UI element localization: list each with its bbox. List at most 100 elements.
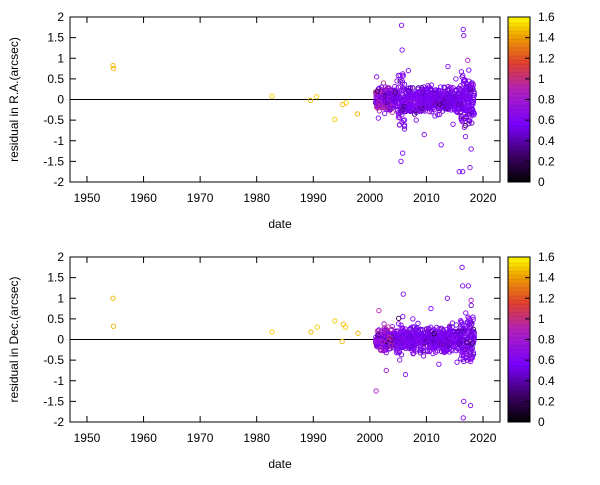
data-point	[429, 336, 436, 342]
data-point	[432, 113, 438, 119]
data-point	[409, 93, 415, 99]
data-point	[438, 91, 445, 97]
data-point	[415, 320, 421, 326]
data-point	[399, 88, 405, 94]
data-point	[374, 74, 380, 80]
data-point	[437, 331, 443, 338]
data-point	[462, 97, 469, 103]
y-axis-label: residual in R.A.(arcsec)	[7, 37, 21, 162]
data-point	[381, 321, 387, 327]
data-point	[423, 327, 429, 333]
data-point	[444, 104, 450, 111]
data-point	[463, 310, 469, 316]
data-point	[461, 32, 467, 39]
data-point	[388, 342, 394, 349]
data-point	[393, 346, 400, 353]
y-tick-label: 1.5	[47, 31, 64, 45]
data-point	[381, 348, 387, 354]
data-point	[465, 283, 471, 289]
data-point	[404, 329, 410, 335]
data-point	[399, 47, 405, 53]
data-point	[459, 344, 465, 350]
data-point	[399, 335, 405, 341]
data-point	[463, 323, 469, 329]
data-point	[406, 338, 413, 344]
data-point	[431, 330, 437, 337]
data-point	[382, 110, 388, 117]
data-point	[402, 97, 408, 103]
x-tick-label: 1980	[243, 191, 270, 205]
data-point	[465, 95, 472, 102]
data-point	[459, 264, 465, 270]
data-point	[375, 340, 381, 346]
data-point	[461, 104, 468, 111]
data-point	[425, 340, 431, 346]
data-point	[355, 330, 361, 336]
y-tick-label: 1	[57, 51, 64, 65]
x-tick-label: 2010	[413, 191, 440, 205]
y-tick-label: -1	[53, 134, 64, 148]
data-point	[385, 324, 391, 330]
data-point	[468, 103, 475, 109]
x-tick-label: 1990	[300, 431, 327, 445]
data-point	[393, 339, 399, 346]
y-tick-label: 1	[57, 291, 64, 305]
data-point	[462, 133, 469, 140]
data-point	[373, 93, 379, 99]
data-point	[397, 110, 403, 116]
data-point	[400, 117, 407, 124]
data-point	[412, 106, 419, 112]
data-point	[450, 121, 456, 127]
data-point	[405, 88, 411, 94]
data-point	[403, 105, 410, 112]
data-point	[458, 95, 464, 101]
data-point	[430, 350, 436, 357]
colorbar-tick-label: 0.2	[538, 154, 555, 168]
data-point	[455, 105, 461, 111]
data-point	[466, 67, 472, 73]
data-point	[394, 78, 400, 84]
data-point	[415, 331, 422, 338]
colorbar-tick-label: 0	[538, 415, 545, 429]
data-point	[434, 101, 441, 108]
y-tick-label: 0	[57, 93, 64, 107]
data-point	[415, 96, 421, 102]
data-point	[269, 93, 275, 99]
data-point	[424, 348, 431, 355]
data-point	[441, 328, 447, 334]
data-point	[436, 339, 442, 346]
data-point	[416, 104, 422, 110]
data-point	[396, 321, 402, 327]
data-point	[422, 108, 428, 114]
data-point	[397, 78, 403, 84]
data-point	[468, 297, 474, 303]
data-point	[467, 358, 474, 365]
data-point	[415, 337, 422, 344]
data-point	[400, 327, 406, 334]
y-tick-label: -1.5	[43, 394, 64, 408]
data-point	[414, 91, 420, 97]
y-tick-label: 2	[57, 250, 64, 264]
data-point	[460, 415, 466, 421]
y-tick-label: -0.5	[43, 113, 64, 127]
data-point	[420, 104, 426, 110]
data-point	[110, 295, 116, 301]
data-point	[436, 325, 442, 332]
data-point	[457, 110, 463, 116]
data-point	[460, 26, 466, 33]
data-point	[465, 351, 471, 358]
data-point	[405, 93, 412, 99]
data-point	[461, 398, 467, 405]
y-tick-label: -0.5	[43, 353, 64, 367]
data-point	[456, 169, 462, 175]
data-point	[387, 106, 393, 112]
colorbar-tick-label: 1	[538, 312, 545, 326]
data-point	[339, 338, 345, 345]
x-tick-label: 1950	[74, 431, 101, 445]
data-point	[456, 341, 462, 347]
scatter-points	[110, 22, 478, 175]
data-point	[404, 343, 410, 349]
data-point	[110, 65, 117, 72]
data-point	[468, 302, 474, 308]
data-point	[448, 90, 454, 97]
